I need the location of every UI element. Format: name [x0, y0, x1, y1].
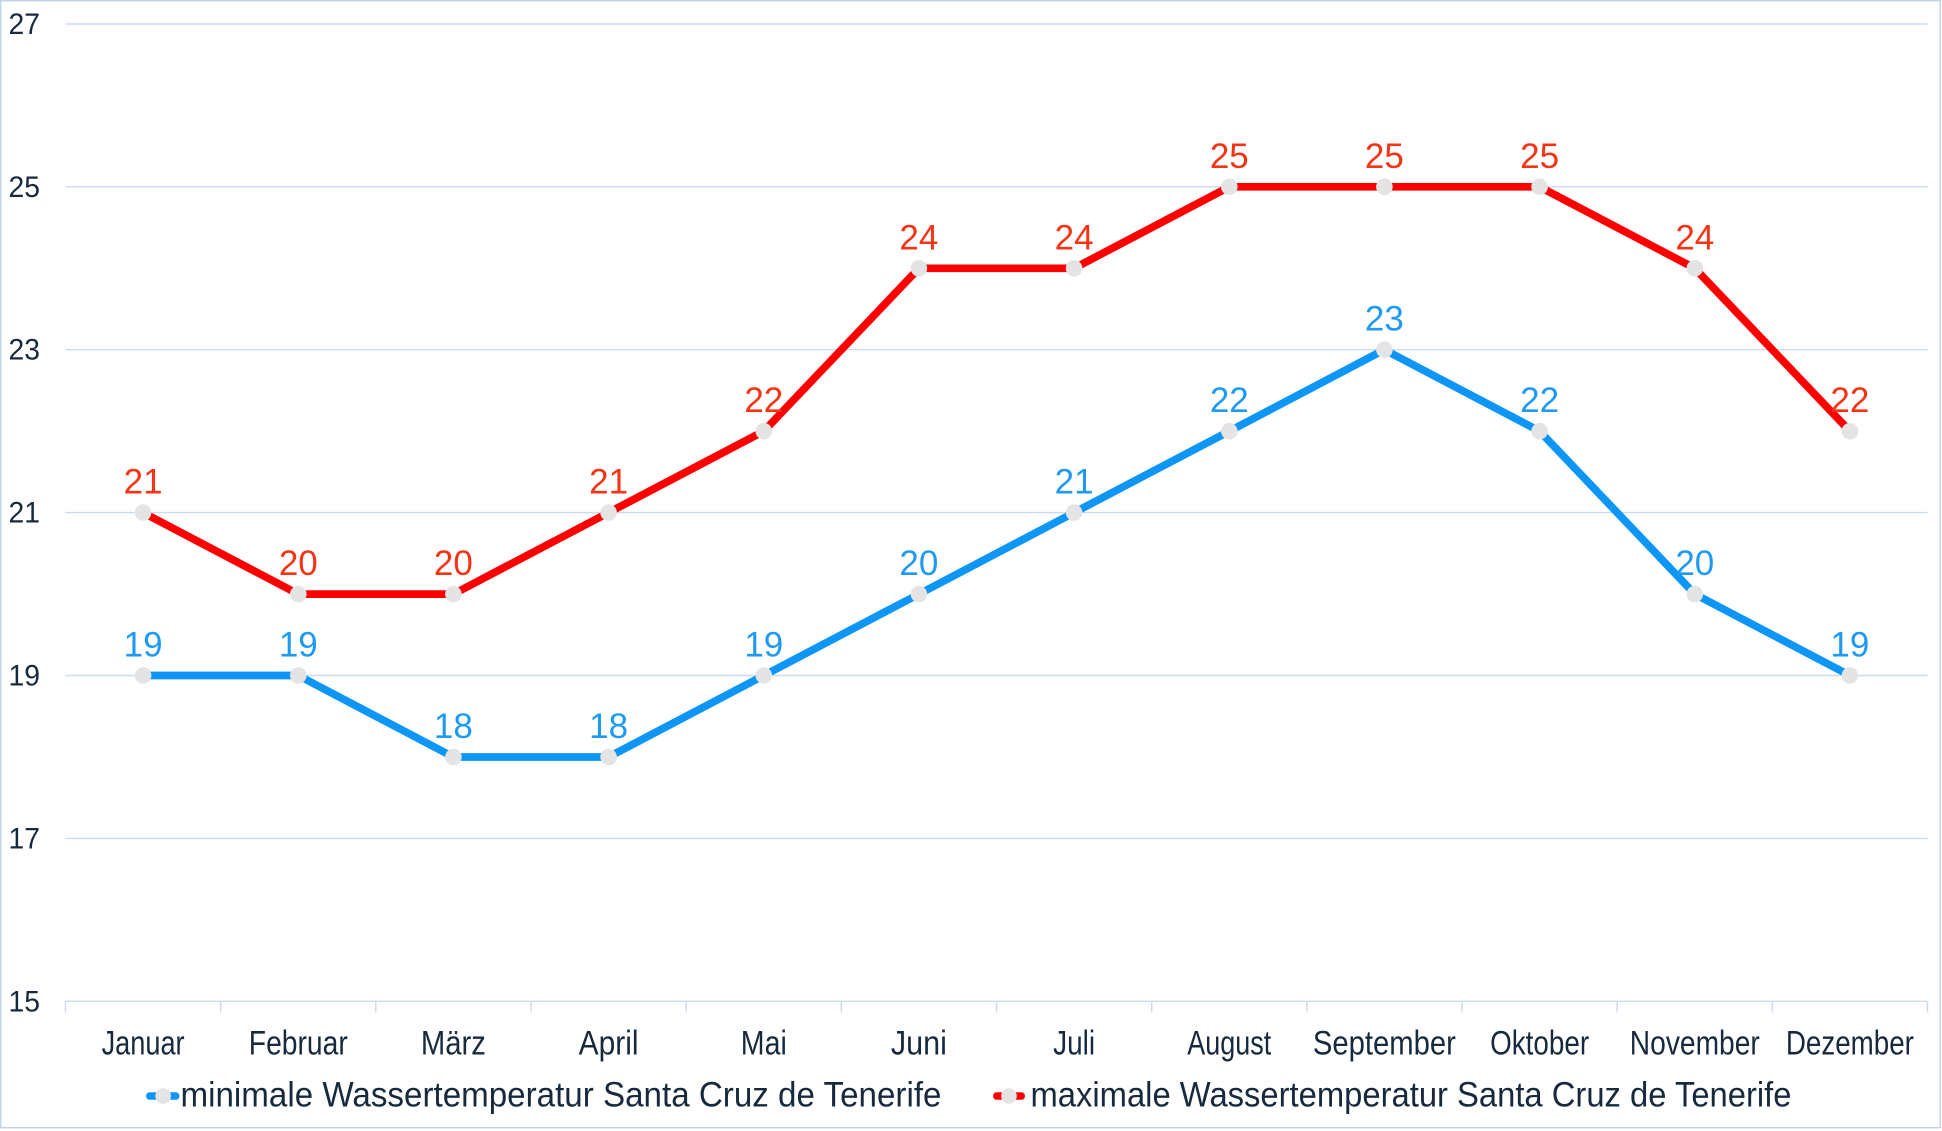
- svg-text:22: 22: [1210, 381, 1249, 420]
- svg-text:18: 18: [434, 707, 473, 746]
- svg-text:19: 19: [1830, 626, 1869, 665]
- svg-text:21: 21: [124, 463, 163, 502]
- svg-text:minimale Wassertemperatur Sant: minimale Wassertemperatur Santa Cruz de …: [181, 1075, 942, 1114]
- svg-text:20: 20: [279, 544, 318, 583]
- svg-text:Januar: Januar: [102, 1025, 185, 1063]
- svg-text:maximale Wassertemperatur Sant: maximale Wassertemperatur Santa Cruz de …: [1031, 1075, 1792, 1114]
- svg-text:21: 21: [9, 497, 41, 530]
- svg-text:22: 22: [1520, 381, 1559, 420]
- svg-text:23: 23: [9, 334, 41, 367]
- svg-text:Dezember: Dezember: [1786, 1025, 1914, 1063]
- svg-text:19: 19: [744, 626, 783, 665]
- svg-text:25: 25: [1365, 137, 1404, 176]
- svg-text:November: November: [1630, 1025, 1760, 1063]
- svg-text:22: 22: [1830, 381, 1869, 420]
- svg-text:21: 21: [1055, 463, 1094, 502]
- svg-text:25: 25: [1210, 137, 1249, 176]
- svg-text:18: 18: [589, 707, 628, 746]
- svg-text:Mai: Mai: [741, 1025, 787, 1063]
- svg-text:Juli: Juli: [1053, 1025, 1095, 1063]
- svg-text:15: 15: [9, 985, 41, 1018]
- svg-text:20: 20: [434, 544, 473, 583]
- svg-text:17: 17: [9, 822, 41, 855]
- svg-text:23: 23: [1365, 300, 1404, 339]
- svg-text:August: August: [1187, 1025, 1271, 1063]
- svg-text:24: 24: [899, 218, 938, 257]
- svg-text:Juni: Juni: [891, 1025, 947, 1063]
- svg-text:19: 19: [124, 626, 163, 665]
- svg-text:April: April: [579, 1025, 639, 1063]
- svg-text:September: September: [1313, 1025, 1456, 1063]
- svg-text:März: März: [421, 1025, 486, 1063]
- svg-text:Oktober: Oktober: [1490, 1025, 1589, 1063]
- svg-text:22: 22: [744, 381, 783, 420]
- svg-text:19: 19: [9, 660, 41, 693]
- svg-text:24: 24: [1675, 218, 1714, 257]
- svg-text:25: 25: [1520, 137, 1559, 176]
- svg-text:19: 19: [279, 626, 318, 665]
- svg-text:Februar: Februar: [249, 1025, 348, 1063]
- svg-text:24: 24: [1055, 218, 1094, 257]
- svg-text:20: 20: [1675, 544, 1714, 583]
- svg-text:20: 20: [899, 544, 938, 583]
- svg-text:25: 25: [9, 171, 41, 204]
- svg-text:21: 21: [589, 463, 628, 502]
- svg-text:27: 27: [9, 8, 41, 41]
